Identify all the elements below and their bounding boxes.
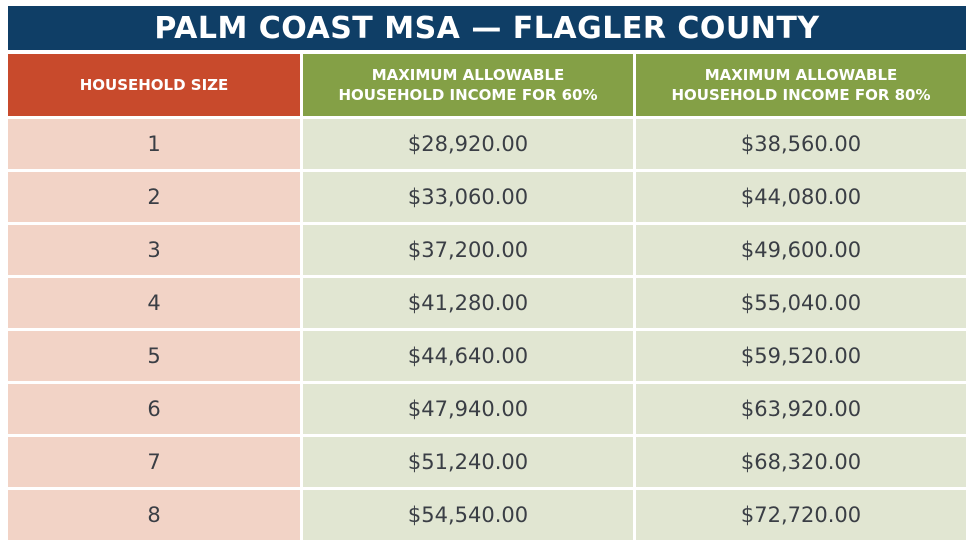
header-income-80: MAXIMUM ALLOWABLE HOUSEHOLD INCOME FOR 8… [636,54,966,116]
header-income-60: MAXIMUM ALLOWABLE HOUSEHOLD INCOME FOR 6… [303,54,633,116]
household-size-cell: 1 [8,119,300,169]
income-60-cell: $47,940.00 [303,384,633,434]
household-size-cell: 6 [8,384,300,434]
table-row: 3 $37,200.00 $49,600.00 [8,225,966,275]
income-80-cell: $38,560.00 [636,119,966,169]
table-row: 1 $28,920.00 $38,560.00 [8,119,966,169]
income-80-cell: $59,520.00 [636,331,966,381]
household-size-cell: 3 [8,225,300,275]
income-80-cell: $55,040.00 [636,278,966,328]
header-row: HOUSEHOLD SIZE MAXIMUM ALLOWABLE HOUSEHO… [8,54,966,116]
income-60-cell: $37,200.00 [303,225,633,275]
table-row: 6 $47,940.00 $63,920.00 [8,384,966,434]
income-60-cell: $28,920.00 [303,119,633,169]
income-60-cell: $51,240.00 [303,437,633,487]
table-grid: HOUSEHOLD SIZE MAXIMUM ALLOWABLE HOUSEHO… [8,54,966,540]
income-80-cell: $72,720.00 [636,490,966,540]
table-row: 8 $54,540.00 $72,720.00 [8,490,966,540]
household-size-cell: 4 [8,278,300,328]
table-row: 4 $41,280.00 $55,040.00 [8,278,966,328]
income-80-cell: $44,080.00 [636,172,966,222]
table-row: 7 $51,240.00 $68,320.00 [8,437,966,487]
household-size-cell: 8 [8,490,300,540]
income-80-cell: $63,920.00 [636,384,966,434]
table-title-bar: PALM COAST MSA — FLAGLER COUNTY [8,6,966,50]
header-household-size: HOUSEHOLD SIZE [8,54,300,116]
income-80-cell: $68,320.00 [636,437,966,487]
income-60-cell: $54,540.00 [303,490,633,540]
household-size-cell: 5 [8,331,300,381]
income-60-cell: $41,280.00 [303,278,633,328]
table-row: 5 $44,640.00 $59,520.00 [8,331,966,381]
income-80-cell: $49,600.00 [636,225,966,275]
income-60-cell: $33,060.00 [303,172,633,222]
table-row: 2 $33,060.00 $44,080.00 [8,172,966,222]
income-60-cell: $44,640.00 [303,331,633,381]
household-size-cell: 2 [8,172,300,222]
household-size-cell: 7 [8,437,300,487]
table-title: PALM COAST MSA — FLAGLER COUNTY [154,10,820,46]
